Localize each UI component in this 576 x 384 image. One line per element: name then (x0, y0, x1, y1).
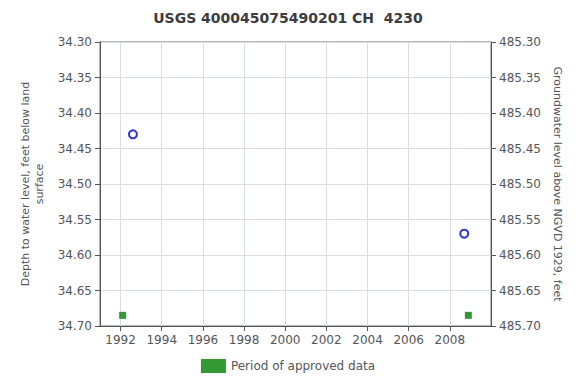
svg-text:34.60: 34.60 (58, 248, 92, 262)
svg-text:Depth to water level, feet bel: Depth to water level, feet below land (19, 82, 32, 287)
svg-text:Groundwater level above NGVD 1: Groundwater level above NGVD 1929, feet (551, 66, 564, 302)
svg-text:1994: 1994 (146, 333, 177, 347)
svg-text:485.30: 485.30 (499, 35, 541, 49)
svg-text:485.35: 485.35 (499, 71, 541, 85)
svg-text:1996: 1996 (188, 333, 219, 347)
svg-text:485.65: 485.65 (499, 284, 541, 298)
svg-text:34.70: 34.70 (58, 319, 92, 333)
svg-text:2004: 2004 (352, 333, 383, 347)
svg-text:34.65: 34.65 (58, 284, 92, 298)
svg-text:34.35: 34.35 (58, 71, 92, 85)
svg-text:485.60: 485.60 (499, 248, 541, 262)
svg-text:2008: 2008 (435, 333, 466, 347)
svg-text:485.70: 485.70 (499, 319, 541, 333)
svg-text:1992: 1992 (105, 333, 136, 347)
svg-text:2006: 2006 (393, 333, 424, 347)
svg-text:USGS 400045075490201 CH 4230: USGS 400045075490201 CH 4230 (153, 10, 423, 26)
svg-text:surface: surface (33, 163, 46, 204)
svg-text:34.40: 34.40 (58, 106, 92, 120)
svg-text:2002: 2002 (311, 333, 342, 347)
svg-text:34.50: 34.50 (58, 177, 92, 191)
svg-text:485.45: 485.45 (499, 142, 541, 156)
svg-text:34.30: 34.30 (58, 35, 92, 49)
svg-text:2000: 2000 (270, 333, 301, 347)
svg-text:34.55: 34.55 (58, 213, 92, 227)
svg-text:Period of approved data: Period of approved data (231, 359, 375, 373)
svg-text:34.45: 34.45 (58, 142, 92, 156)
svg-text:485.40: 485.40 (499, 106, 541, 120)
svg-text:485.50: 485.50 (499, 177, 541, 191)
svg-text:485.55: 485.55 (499, 213, 541, 227)
svg-text:1998: 1998 (229, 333, 260, 347)
